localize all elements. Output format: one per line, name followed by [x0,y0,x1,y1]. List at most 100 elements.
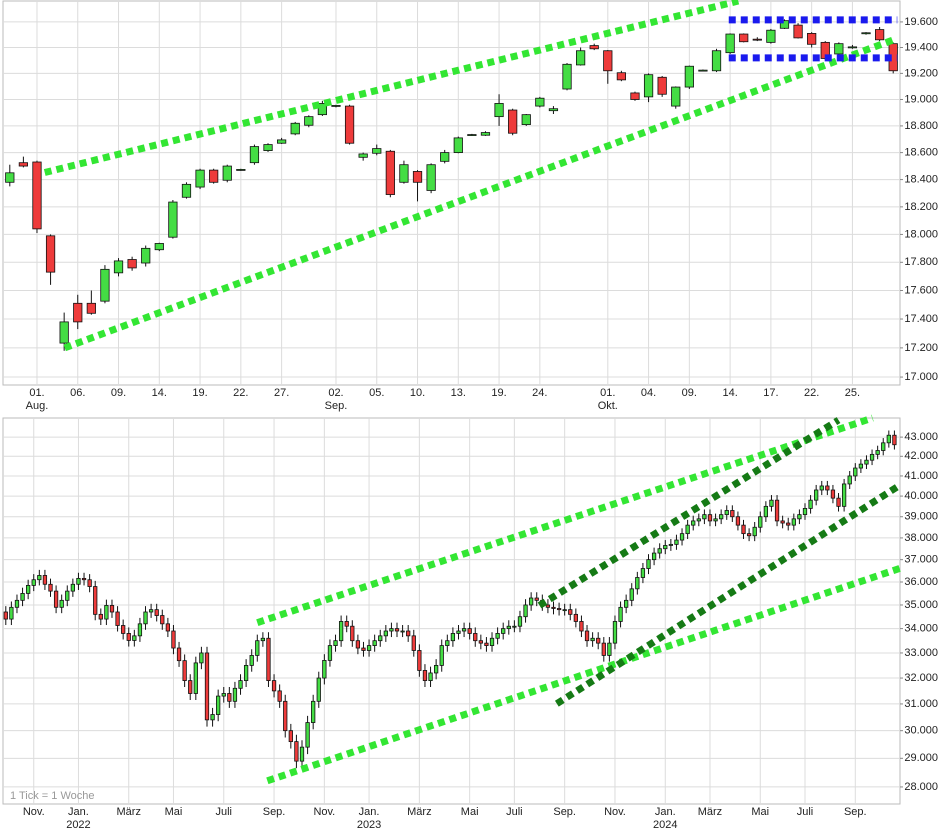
candle-body [358,153,368,158]
candle-body [618,606,623,622]
trend-line [256,414,874,626]
y-tick-label: 18.600 [904,147,938,159]
candle-body [467,628,472,634]
candle-body [333,640,338,646]
candle-body [758,516,763,528]
candle-body [378,635,383,642]
candle-body [53,590,59,608]
candle-body [814,489,819,501]
annotation: 1 Tick = 1 Woche [10,790,94,802]
x-tick-label: Jan. 2023 [356,806,382,831]
candle-body [589,45,599,50]
candle-body [65,590,70,601]
candle-body [774,499,780,522]
candle-body [791,518,796,526]
trend-line [43,0,740,176]
y-tick-label: 41.000 [904,470,938,482]
x-tick-label: Nov. [313,806,336,818]
y-tick-label: 42.000 [904,450,938,462]
candle-body [168,201,178,238]
candle-body [494,103,504,118]
candle-body [422,670,428,681]
candle-body [825,485,830,491]
candle-body [886,434,891,444]
candle-body [861,32,871,35]
y-tick-label: 19.000 [904,93,938,105]
y-tick-label: 28.000 [904,781,938,793]
candle-body [730,510,735,518]
candle-body [484,642,489,646]
candle-body [383,630,388,637]
candle-body [679,533,685,541]
candle-body [45,235,56,273]
candle-body [853,467,858,477]
candle-body [81,577,87,581]
y-tick-label: 17.600 [904,284,938,296]
candle-body [807,33,817,45]
candle-body [691,520,696,526]
candle-body [651,552,657,561]
candle-body [109,605,115,613]
candle-body [428,672,433,681]
y-tick-label: 19.600 [904,16,938,28]
y-tick-label: 37.000 [904,554,938,566]
candle-body [305,722,310,748]
candle-body [222,165,232,181]
candle-body [786,522,791,526]
x-tick-label: 05. [369,387,385,399]
candle-body [612,621,618,644]
candle-body [489,637,495,646]
x-tick-label: Nov. [604,806,626,818]
candle-body [5,172,15,183]
candle-body [584,630,590,642]
candle-body [702,514,707,520]
x-tick-label: 10. [409,387,426,399]
candle-body [399,164,409,183]
candle-body [221,693,226,697]
candle-body [411,635,416,651]
y-tick-label: 18.800 [904,120,938,132]
x-tick-label: 06. [70,387,86,399]
x-tick-label: 22. [804,387,820,399]
candle-body [290,122,300,135]
trend-line [63,35,898,352]
candle-body [14,599,20,608]
x-tick-label: Sep. [262,806,286,818]
x-tick-label: Sep. [553,806,576,818]
candle-body [412,171,423,183]
candle-body [562,63,572,90]
candle-body [3,611,8,620]
candle-body [98,613,103,620]
candle-body [263,144,273,151]
candle-body [646,559,651,569]
candle-body [624,599,629,608]
y-tick-label: 17.800 [904,256,938,268]
candle-body [26,585,31,594]
candle-body [864,459,869,465]
x-tick-label: 14. [722,387,738,399]
candle-body [271,680,277,692]
candle-body [480,132,491,136]
panel-frame [2,417,901,805]
candle-body [763,505,769,518]
candle-body [304,116,314,126]
candle-body [657,76,667,95]
candle-body [467,134,477,136]
y-tick-label: 40.000 [904,490,938,502]
y-tick-label: 18.000 [904,228,938,240]
candle-body [216,695,221,715]
candle-body [769,499,774,507]
y-tick-label: 38.000 [904,532,938,544]
candle-body [394,628,400,632]
candle-body [154,609,159,616]
candle-body [182,660,187,681]
candle-body [657,548,662,554]
candle-body [137,623,143,637]
candle-body [445,640,450,646]
x-tick-label: März [697,806,723,818]
candle-body [719,514,724,520]
candle-body [603,50,613,72]
candle-body [299,746,305,762]
candle-body [797,514,802,520]
candle-body [668,543,673,546]
